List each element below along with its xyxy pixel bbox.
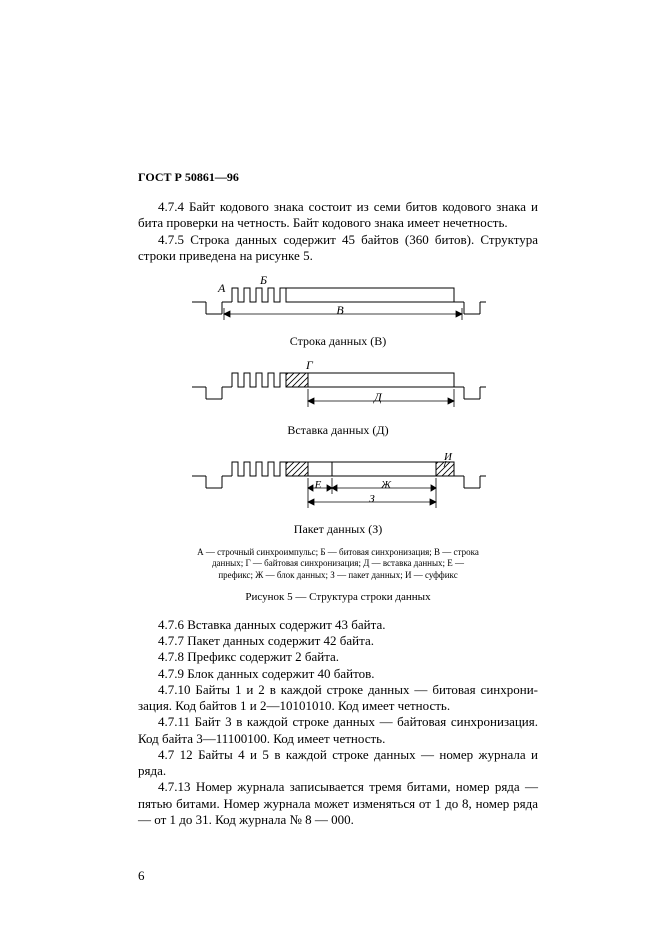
para-4-7-9: 4.7.9 Блок данных содержит 40 байтов. bbox=[138, 666, 538, 682]
label-D: Д bbox=[373, 390, 383, 404]
legend-l3: префикс; Ж — блок данных; З — пакет данн… bbox=[218, 570, 457, 580]
legend-l1: А — строчный синхроимпульс; Б — битовая … bbox=[197, 547, 479, 557]
label-E: Е bbox=[314, 479, 322, 491]
legend-l2: данных; Г — байтовая синхронизация; Д — … bbox=[212, 558, 464, 568]
label-I: И bbox=[443, 451, 453, 463]
label-V: В bbox=[336, 303, 344, 317]
diagram-packet-data: Е Ж З И bbox=[188, 448, 488, 516]
para-4-7-4: 4.7.4 Байт кодового знака состоит из сем… bbox=[138, 199, 538, 232]
page-number: 6 bbox=[138, 868, 538, 884]
diagram-row-data: А Б В bbox=[188, 274, 488, 328]
para-4-7-8: 4.7.8 Префикс содержит 2 байта. bbox=[138, 649, 538, 665]
para-4-7-6: 4.7.6 Вставка данных содержит 43 байта. bbox=[138, 617, 538, 633]
label-Z: З bbox=[369, 493, 375, 505]
para-4-7-10: 4.7.10 Байты 1 и 2 в каждой строке данны… bbox=[138, 682, 538, 715]
caption-1: Строка данных (В) bbox=[138, 334, 538, 349]
label-A: А bbox=[217, 281, 226, 295]
para-4-7-5: 4.7.5 Строка данных содержит 45 байтов (… bbox=[138, 232, 538, 265]
label-Zh: Ж bbox=[380, 479, 392, 491]
para-4-7-7: 4.7.7 Пакет данных содержит 42 байта. bbox=[138, 633, 538, 649]
caption-3: Пакет данных (З) bbox=[138, 522, 538, 537]
diagram-insert-data: Г Д bbox=[188, 359, 488, 417]
label-G: Г bbox=[305, 359, 314, 372]
figure-legend: А — строчный синхроимпульс; Б — битовая … bbox=[138, 547, 538, 581]
doc-header: ГОСТ Р 50861—96 bbox=[138, 170, 538, 185]
para-4-7-13: 4.7.13 Номер журнала записывается тремя … bbox=[138, 779, 538, 828]
figure-title: Рисунок 5 — Структура строки данных bbox=[138, 591, 538, 603]
para-4-7-12: 4.7 12 Байты 4 и 5 в каждой строке данны… bbox=[138, 747, 538, 780]
label-B: Б bbox=[259, 274, 267, 287]
para-4-7-11: 4.7.11 Байт 3 в каждой строке данных — б… bbox=[138, 714, 538, 747]
caption-2: Вставка данных (Д) bbox=[138, 423, 538, 438]
